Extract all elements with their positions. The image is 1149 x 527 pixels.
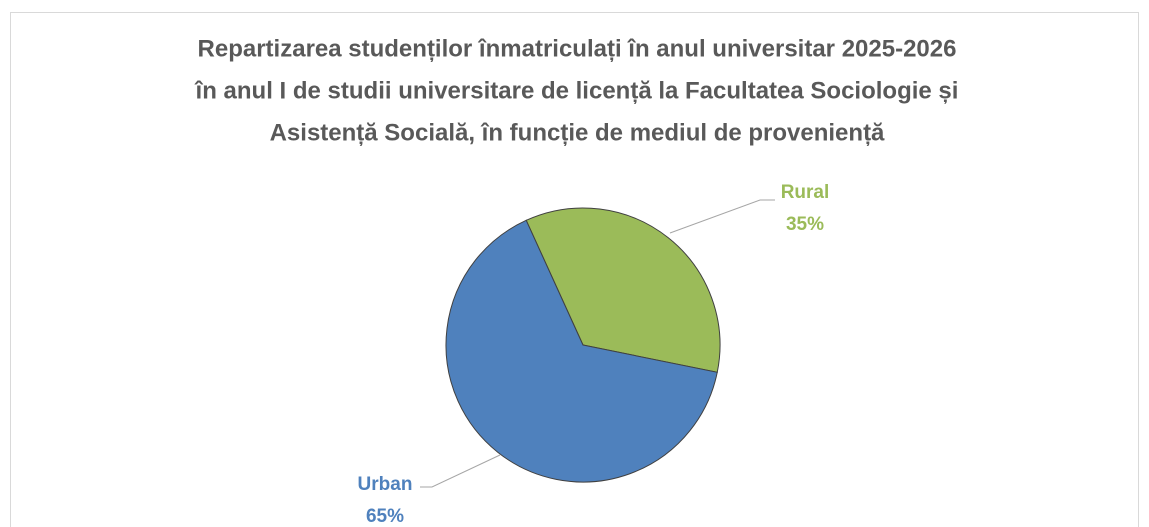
category-label: Rural xyxy=(781,182,830,203)
chart-title: în anul I de studii universitare de lice… xyxy=(195,77,959,104)
chart-title: Asistență Socială, în funcție de mediul … xyxy=(270,119,885,146)
chart-title: Repartizarea studenților înmatriculați î… xyxy=(198,35,957,62)
pie-slice xyxy=(525,207,721,373)
value-label: 35% xyxy=(786,214,824,235)
leader-line xyxy=(420,454,501,488)
value-label: 65% xyxy=(366,506,404,527)
category-label: Urban xyxy=(358,474,413,495)
leader-line xyxy=(669,199,775,234)
chart-border xyxy=(10,12,1139,527)
pie-slice xyxy=(445,219,718,483)
